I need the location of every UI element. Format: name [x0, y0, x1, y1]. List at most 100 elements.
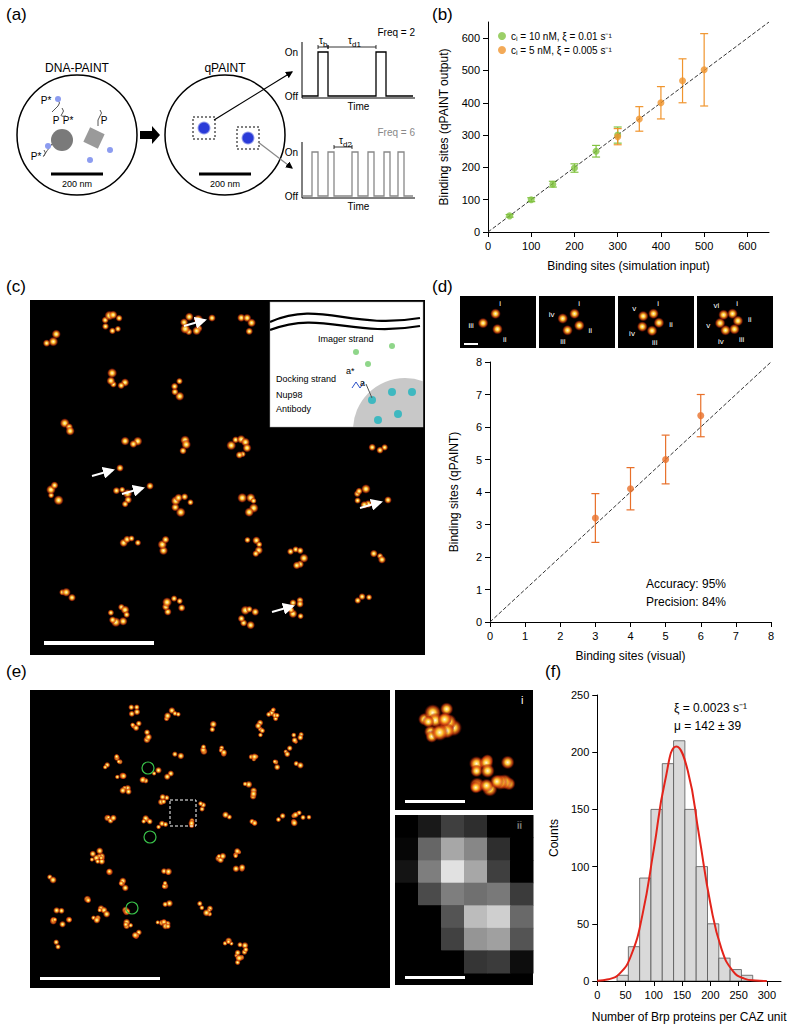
svg-text:Freq = 2: Freq = 2 [377, 27, 415, 38]
svg-text:6: 6 [698, 630, 704, 642]
svg-text:250: 250 [571, 689, 589, 701]
svg-text:300: 300 [462, 129, 480, 141]
svg-text:7: 7 [476, 389, 482, 401]
svg-text:On: On [285, 147, 298, 158]
svg-text:200: 200 [462, 161, 480, 173]
svg-text:P*: P* [41, 95, 52, 106]
svg-text:cᵢ = 5 nM, ξ = 0.005 s⁻¹: cᵢ = 5 nM, ξ = 0.005 s⁻¹ [511, 45, 612, 57]
svg-text:1: 1 [522, 630, 528, 642]
svg-text:Binding sites (simulation inpu: Binding sites (simulation input) [547, 259, 710, 273]
svg-text:100: 100 [645, 989, 663, 1001]
svg-text:a*: a* [346, 366, 355, 376]
svg-text:Antibody: Antibody [276, 404, 312, 414]
svg-text:200: 200 [571, 746, 589, 758]
svg-text:Precision: 84%: Precision: 84% [646, 595, 726, 609]
svg-text:200: 200 [565, 240, 583, 252]
svg-text:a: a [360, 378, 365, 388]
svg-text:300: 300 [609, 240, 627, 252]
svg-text:iii: iii [739, 335, 745, 344]
svg-text:τd2: τd2 [339, 135, 352, 149]
svg-text:150: 150 [571, 803, 589, 815]
svg-text:Off: Off [285, 91, 298, 102]
svg-text:(b): (b) [432, 5, 453, 24]
svg-text:6: 6 [476, 421, 482, 433]
svg-text:i: i [578, 299, 580, 308]
svg-text:0: 0 [487, 630, 493, 642]
svg-text:Nup98: Nup98 [276, 390, 303, 400]
svg-text:8: 8 [476, 356, 482, 368]
svg-text:τb: τb [319, 35, 328, 49]
svg-text:Accuracy: 95%: Accuracy: 95% [646, 577, 726, 591]
svg-text:2: 2 [476, 551, 482, 563]
svg-text:μ = 142 ± 39: μ = 142 ± 39 [674, 719, 742, 733]
svg-text:P: P [101, 115, 108, 126]
svg-text:0: 0 [474, 226, 480, 238]
svg-text:100: 100 [571, 861, 589, 873]
svg-text:500: 500 [695, 240, 713, 252]
svg-text:5: 5 [663, 630, 669, 642]
svg-text:v: v [706, 321, 710, 330]
svg-text:(c): (c) [6, 277, 26, 296]
svg-text:3: 3 [476, 519, 482, 531]
svg-text:250: 250 [729, 989, 747, 1001]
svg-text:50: 50 [577, 918, 589, 930]
svg-text:200 nm: 200 nm [62, 179, 92, 189]
svg-text:iv: iv [718, 337, 724, 346]
svg-text:iv: iv [629, 329, 635, 338]
svg-text:Binding sites (qPAINT): Binding sites (qPAINT) [447, 432, 461, 553]
svg-text:qPAINT: qPAINT [204, 61, 246, 75]
svg-text:150: 150 [673, 989, 691, 1001]
svg-text:(d): (d) [432, 277, 453, 296]
svg-text:(f): (f) [545, 662, 561, 681]
svg-text:Counts: Counts [547, 819, 561, 857]
svg-text:iv: iv [549, 310, 555, 319]
svg-text:Time: Time [348, 101, 370, 112]
svg-text:Imager strand: Imager strand [318, 334, 374, 344]
svg-text:Binding sites (qPAINT output): Binding sites (qPAINT output) [437, 49, 451, 206]
svg-text:1: 1 [476, 584, 482, 596]
svg-text:0: 0 [583, 975, 589, 987]
svg-text:0: 0 [476, 616, 482, 628]
svg-text:300: 300 [758, 989, 776, 1001]
svg-text:Binding sites (visual): Binding sites (visual) [575, 649, 685, 663]
svg-text:4: 4 [627, 630, 633, 642]
svg-text:iii: iii [652, 338, 658, 347]
svg-text:Time: Time [348, 201, 370, 212]
svg-text:iii: iii [468, 321, 474, 330]
svg-text:P: P [53, 115, 60, 126]
svg-text:400: 400 [462, 97, 480, 109]
svg-text:iii: iii [560, 337, 566, 346]
svg-text:On: On [285, 47, 298, 58]
svg-text:100: 100 [462, 194, 480, 206]
svg-text:500: 500 [462, 64, 480, 76]
svg-text:ii: ii [589, 326, 593, 335]
svg-text:100: 100 [522, 240, 540, 252]
svg-text:P*: P* [31, 151, 42, 162]
svg-text:ii: ii [669, 320, 673, 329]
svg-text:i: i [736, 299, 738, 308]
svg-text:7: 7 [733, 630, 739, 642]
svg-text:ξ = 0.0023 s⁻¹: ξ = 0.0023 s⁻¹ [674, 701, 747, 715]
svg-text:5: 5 [476, 454, 482, 466]
svg-text:Off: Off [285, 191, 298, 202]
svg-text:600: 600 [738, 240, 756, 252]
svg-text:v: v [632, 304, 636, 313]
svg-text:8: 8 [768, 630, 774, 642]
svg-text:Number of Brp proteins per CAZ: Number of Brp proteins per CAZ unit [592, 1010, 787, 1024]
svg-text:i: i [521, 694, 523, 706]
svg-text:0: 0 [594, 989, 600, 1001]
svg-text:vi: vi [713, 301, 719, 310]
svg-text:Freq = 6: Freq = 6 [377, 127, 415, 138]
svg-text:600: 600 [462, 32, 480, 44]
svg-text:τd1: τd1 [348, 35, 361, 49]
svg-text:0: 0 [485, 240, 491, 252]
svg-text:(a): (a) [6, 5, 27, 24]
svg-text:200: 200 [701, 989, 719, 1001]
svg-text:200 nm: 200 nm [210, 179, 240, 189]
svg-text:Docking strand: Docking strand [276, 374, 336, 384]
svg-text:i: i [499, 299, 501, 308]
svg-text:ii: ii [748, 315, 752, 324]
svg-text:4: 4 [476, 486, 482, 498]
svg-text:i: i [657, 299, 659, 308]
svg-text:400: 400 [652, 240, 670, 252]
